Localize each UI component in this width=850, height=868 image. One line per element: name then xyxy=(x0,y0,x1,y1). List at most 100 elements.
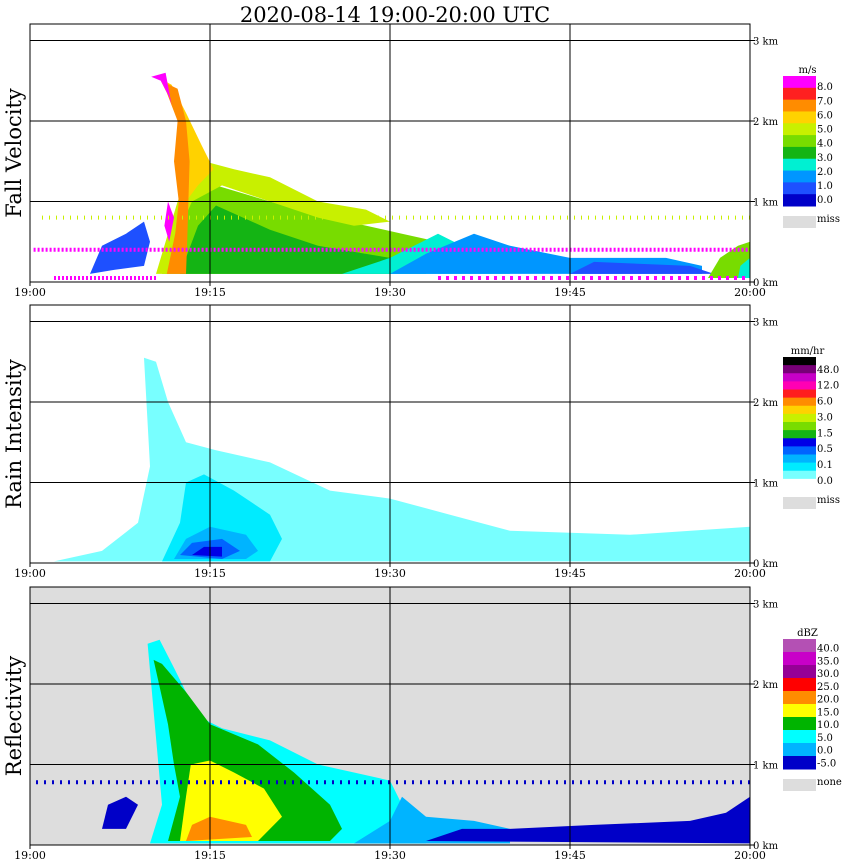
colorbar-label: 5.0 xyxy=(817,733,833,744)
colorbar-swatch xyxy=(783,413,816,423)
y-tick-label: 3 km xyxy=(753,37,779,48)
colorbar-label: 4.0 xyxy=(817,139,833,150)
data-layer xyxy=(54,357,750,562)
colorbar: m/s8.0 7.0 6.0 5.0 4.0 3.0 2.0 1.0 0.0 miss xyxy=(783,65,840,228)
colorbar-label: 2.0 xyxy=(817,167,833,178)
colorbar-swatch xyxy=(783,730,816,744)
panel-ylabel: Fall Velocity xyxy=(2,88,26,218)
data-region-12 xyxy=(151,72,172,105)
colorbar-swatch xyxy=(783,99,816,112)
colorbar-missing-label: miss xyxy=(817,214,840,225)
colorbar-swatch xyxy=(783,158,816,172)
y-tick-label: 0 km xyxy=(753,841,779,852)
colorbar-swatch xyxy=(783,405,816,415)
colorbar-label: 1.0 xyxy=(817,181,833,192)
x-tick-label: 20:00 xyxy=(734,286,766,299)
panel-1: 0 km 1 km 2 km 3 km 19:00 19:15 19:30 19:45 20:0… xyxy=(2,23,840,299)
y-tick-label: 3 km xyxy=(753,600,779,611)
colorbar-swatch xyxy=(783,422,816,431)
colorbar-label: 8.0 xyxy=(817,82,833,93)
colorbar-label: 40.0 xyxy=(817,644,839,655)
data-region-8 xyxy=(738,257,750,278)
colorbar-label: 25.0 xyxy=(817,682,839,693)
colorbar-swatch xyxy=(783,389,816,399)
colorbar-label: 7.0 xyxy=(817,96,833,107)
colorbar-swatch xyxy=(783,652,816,666)
colorbar-swatch xyxy=(783,454,816,464)
colorbar-swatch xyxy=(783,182,816,195)
data-layer xyxy=(36,639,750,844)
panel-ylabel: Rain Intensity xyxy=(2,359,26,509)
colorbar-label: 1.5 xyxy=(817,428,833,439)
colorbar-swatch xyxy=(783,430,816,439)
colorbar-swatch xyxy=(783,87,816,101)
y-tick-label: 2 km xyxy=(753,398,779,409)
colorbar: dBZ 40.035.0 30.0 25.0 20.015.0 10.0 5.0 0.0-5.… xyxy=(783,628,842,791)
colorbar-label: 0.5 xyxy=(817,444,833,455)
y-tick-label: 1 km xyxy=(753,198,779,209)
colorbar-swatch xyxy=(783,146,816,160)
y-tick-label: 2 km xyxy=(753,680,779,691)
colorbar-missing-swatch xyxy=(783,779,816,791)
colorbar-swatch xyxy=(783,123,816,136)
colorbar-swatch xyxy=(783,381,816,390)
colorbar-unit: dBZ xyxy=(797,628,818,639)
colorbar-swatch xyxy=(783,365,816,374)
colorbar-swatch xyxy=(783,639,816,653)
colorbar-label: 35.0 xyxy=(817,656,839,667)
colorbar: mm/hr 48.0 12.0 6.0 3.0 1.5 0.5 0.1 0.0 miss xyxy=(783,346,840,509)
colorbar-swatch xyxy=(783,446,816,455)
colorbar-unit: mm/hr xyxy=(791,346,825,357)
colorbar-label: 0.1 xyxy=(817,460,833,471)
colorbar-swatch xyxy=(783,462,816,472)
colorbar-label: 15.0 xyxy=(817,707,839,718)
panel-3: 0 km 1 km 2 km 3 km 19:00 19:15 19:30 19:45 20:0… xyxy=(2,586,842,862)
colorbar-swatch xyxy=(783,678,816,692)
colorbar-swatch xyxy=(783,194,816,207)
colorbar-missing-label: none xyxy=(817,777,842,788)
colorbar-swatch xyxy=(783,743,816,757)
colorbar-swatch xyxy=(783,111,816,124)
data-region-6 xyxy=(186,816,252,841)
colorbar-swatch xyxy=(783,478,816,488)
data-region-5 xyxy=(192,546,222,557)
colorbar-swatch xyxy=(783,373,816,382)
x-tick-label: 19:00 xyxy=(14,849,46,862)
colorbar-swatch xyxy=(783,704,816,718)
x-tick-label: 19:00 xyxy=(14,567,46,580)
colorbar-missing-label: miss xyxy=(817,495,840,506)
panel-ylabel: Reflectivity xyxy=(2,656,26,777)
colorbar-label: -5.0 xyxy=(817,758,836,769)
data-region-6 xyxy=(570,261,714,274)
x-tick-label: 19:00 xyxy=(14,286,46,299)
data-region-11 xyxy=(160,80,190,274)
colorbar-unit: m/s xyxy=(799,65,817,76)
x-tick-label: 19:45 xyxy=(554,567,586,580)
colorbar-label: 0.0 xyxy=(817,195,833,206)
y-tick-label: 3 km xyxy=(753,318,779,329)
y-tick-label: 2 km xyxy=(753,117,779,128)
colorbar-label: 6.0 xyxy=(817,397,833,408)
x-tick-label: 20:00 xyxy=(734,567,766,580)
y-tick-label: 0 km xyxy=(753,559,779,570)
colorbar-swatch xyxy=(783,691,816,705)
colorbar-missing-swatch xyxy=(783,497,816,509)
x-tick-label: 19:30 xyxy=(374,849,406,862)
data-layer xyxy=(33,72,750,280)
data-region-3 xyxy=(426,796,750,844)
colorbar-swatch xyxy=(783,357,816,366)
y-tick-label: 1 km xyxy=(753,761,779,772)
x-tick-label: 20:00 xyxy=(734,849,766,862)
x-tick-label: 19:45 xyxy=(554,849,586,862)
colorbar-label: 48.0 xyxy=(817,365,839,376)
colorbar-label: 3.0 xyxy=(817,412,833,423)
colorbar-swatch xyxy=(783,717,816,731)
colorbar-swatch xyxy=(783,170,816,183)
colorbar-label: 5.0 xyxy=(817,125,833,136)
colorbar-swatch xyxy=(783,397,816,407)
chart-title: 2020-08-14 19:00-20:00 UTC xyxy=(239,3,551,27)
colorbar-label: 0.0 xyxy=(817,476,833,487)
colorbar-swatch xyxy=(783,76,816,89)
colorbar-label: 6.0 xyxy=(817,110,833,121)
